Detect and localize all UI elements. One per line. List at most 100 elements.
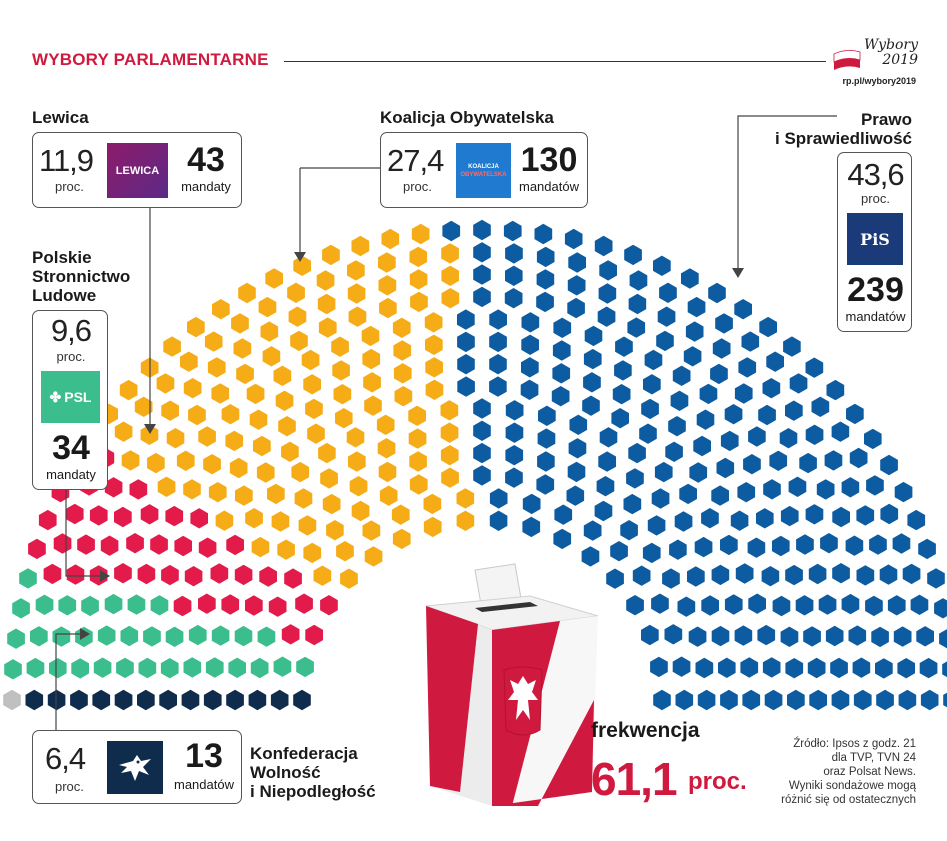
seat-hexagon (650, 656, 668, 678)
seat-hexagon (457, 376, 475, 397)
seat-hexagon (176, 450, 195, 471)
seat-hexagon (537, 428, 556, 449)
seat-hexagon (708, 282, 726, 304)
seat-hexagon (626, 468, 644, 489)
seat-hexagon (394, 386, 413, 407)
seat-hexagon (204, 331, 223, 352)
seat-hexagon (362, 348, 381, 370)
seat-hexagon (129, 479, 148, 500)
seat-hexagon (892, 533, 911, 554)
seat-hexagon (393, 363, 412, 384)
turnout-value: 61,1 (591, 753, 678, 805)
seat-hexagon (672, 365, 691, 386)
psl-result-box: 9,6 proc. ✤ PSL 34 mandaty (32, 310, 108, 490)
seat-hexagon (268, 596, 287, 617)
seat-hexagon (856, 565, 875, 586)
seat-hexagon (647, 515, 666, 536)
seat-hexagon (880, 503, 899, 525)
seat-hexagon (720, 534, 738, 556)
seat-hexagon (785, 564, 803, 586)
seat-hexagon (599, 427, 618, 448)
seat-hexagon (423, 516, 442, 538)
seat-hexagon (681, 268, 699, 289)
seat-hexagon (119, 379, 138, 401)
seat-hexagon (489, 354, 507, 375)
seat-hexagon (907, 509, 926, 531)
seat-hexagon (340, 568, 358, 589)
psl-name-line2: Stronnictwo (32, 267, 131, 286)
seat-hexagon (251, 536, 270, 558)
seat-hexagon (295, 593, 313, 614)
seat-hexagon (26, 657, 45, 679)
seat-hexagon (569, 414, 588, 435)
seat-hexagon (137, 563, 156, 585)
seat-hexagon (597, 306, 616, 327)
seat-hexagon (610, 541, 628, 562)
seat-hexagon (762, 378, 781, 399)
seat-hexagon (259, 566, 277, 587)
seat-hexagon (258, 296, 277, 318)
seat-hexagon (228, 657, 246, 678)
seat-hexagon (273, 365, 292, 386)
seat-hexagon (489, 309, 507, 330)
seat-hexagon (313, 565, 332, 586)
seat-hexagon (785, 658, 804, 679)
seat-hexagon (656, 330, 674, 352)
seat-hexagon (473, 398, 491, 419)
seat-hexagon (672, 656, 691, 677)
seat-hexagon (623, 493, 642, 515)
pis-seats-label: mandatów (845, 309, 906, 324)
pis-name-line2: i Sprawiedliwość (775, 129, 912, 148)
konf-name-line1: Konfederacja (250, 744, 358, 763)
seat-hexagon (659, 282, 677, 303)
lewica-proc-label: proc. (55, 179, 84, 194)
seat-hexagon (226, 689, 244, 711)
seat-hexagon (489, 331, 507, 353)
seat-hexagon (66, 564, 85, 585)
seat-hexagon (918, 538, 936, 560)
seat-hexagon (183, 479, 201, 500)
seat-hexagon (920, 689, 939, 711)
seat-hexagon (77, 534, 95, 555)
seat-hexagon (552, 363, 571, 384)
seat-hexagon (348, 306, 367, 327)
seat-hexagon (288, 306, 307, 327)
seat-hexagon (780, 505, 799, 527)
seat-hexagon (641, 624, 659, 646)
seat-hexagon (598, 283, 617, 304)
seat-hexagon (910, 594, 929, 615)
seat-hexagon (233, 338, 252, 359)
konf-percent: 6,4 (45, 741, 86, 776)
seat-hexagon (440, 400, 459, 421)
seat-hexagon (441, 265, 459, 286)
seat-hexagon (231, 313, 249, 334)
seat-hexagon (250, 657, 269, 679)
seat-hexagon (379, 297, 397, 319)
seat-hexagon (683, 346, 702, 367)
seat-hexagon (284, 568, 302, 589)
seat-hexagon (317, 293, 336, 315)
seat-hexagon (807, 657, 826, 679)
seat-hexagon (336, 541, 354, 562)
seat-hexagon (440, 445, 459, 466)
seat-hexagon (825, 625, 844, 647)
seat-hexagon (203, 454, 221, 475)
seat-hexagon (320, 595, 338, 616)
seat-hexagon (7, 628, 25, 649)
seat-hexagon (376, 414, 395, 435)
ko-proc-label: proc. (403, 179, 432, 194)
seat-hexagon (687, 296, 706, 318)
seat-hexagon (564, 228, 583, 250)
seat-hexagon (181, 689, 200, 711)
seat-hexagon (173, 595, 192, 617)
seat-hexagon (121, 450, 140, 471)
seat-hexagon (184, 566, 203, 587)
pis-name: Prawo i Sprawiedliwość (760, 110, 912, 148)
ballot-box-illustration (425, 563, 599, 806)
seat-hexagon (887, 595, 906, 616)
seat-hexagon (830, 657, 848, 679)
seat-hexagon (699, 383, 718, 405)
seat-hexagon (409, 246, 428, 268)
seat-hexagon (866, 475, 884, 496)
seat-hexagon (257, 626, 276, 647)
